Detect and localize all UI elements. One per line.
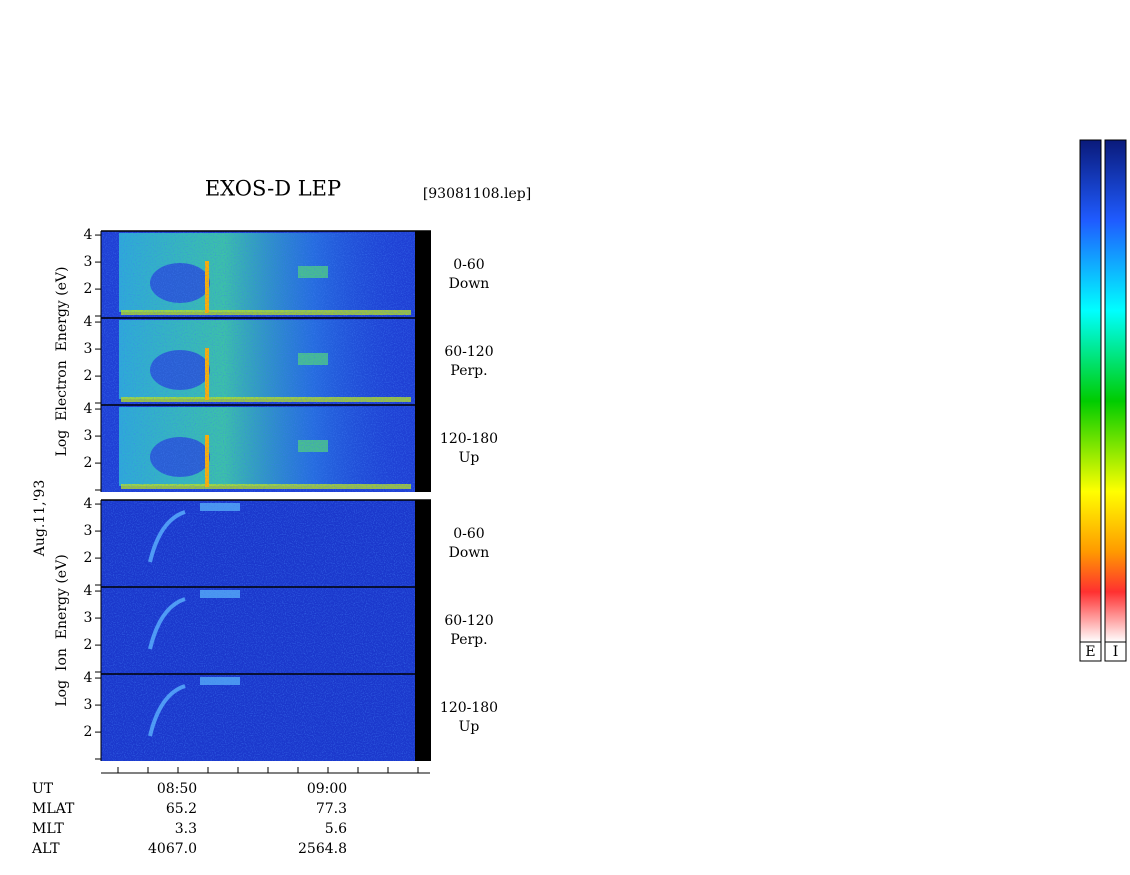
- file-label: [93081108.lep]: [423, 186, 531, 202]
- data-gap: [415, 231, 431, 318]
- y-tick-label: 2: [84, 637, 93, 653]
- spectrogram-noise: [101, 318, 415, 405]
- colorbar-box: [1079, 641, 1102, 662]
- panel-direction: Down: [449, 276, 490, 292]
- spectrogram-noise: [101, 500, 415, 587]
- panel-direction: Up: [459, 719, 480, 735]
- spectrogram-noise: [101, 674, 415, 761]
- orbit-value: 65.2: [166, 801, 197, 817]
- y-tick-label: 3: [84, 254, 93, 270]
- y-tick-label: 3: [84, 523, 93, 539]
- panel-range: 0-60: [453, 526, 484, 542]
- colorbar-box: [1104, 641, 1127, 662]
- panel-direction: Perp.: [450, 632, 487, 648]
- colorbar-label: I: [1113, 644, 1119, 660]
- panel-range: 0-60: [453, 257, 484, 273]
- y-tick-label: 2: [84, 368, 93, 384]
- y-tick-label: 4: [84, 670, 93, 686]
- y-tick-label: 3: [84, 697, 93, 713]
- spectrogram-noise: [101, 405, 415, 492]
- y-tick-label: 2: [84, 724, 93, 740]
- y-tick-label: 2: [84, 550, 93, 566]
- panel-range: 120-180: [440, 431, 498, 447]
- y-tick-label: 3: [84, 428, 93, 444]
- data-gap: [415, 318, 431, 405]
- y-tick-label: 3: [84, 610, 93, 626]
- panel-range: 60-120: [444, 613, 493, 629]
- orbit-value: 77.3: [316, 801, 347, 817]
- colorbar-label: E: [1085, 644, 1095, 660]
- panel-range: 60-120: [444, 344, 493, 360]
- y-tick-label: 2: [84, 281, 93, 297]
- data-gap: [415, 500, 431, 587]
- y-tick-label: 4: [84, 314, 93, 330]
- time-label: 09:00: [307, 781, 347, 797]
- row-label: MLT: [32, 821, 64, 837]
- orbit-value: 2564.8: [298, 841, 347, 857]
- orbit-value: 5.6: [325, 821, 347, 837]
- y-tick-label: 3: [84, 341, 93, 357]
- date-label: Aug.11,'93: [32, 480, 48, 557]
- y-tick-label: 4: [84, 496, 93, 512]
- y-axis-label: Log Ion Energy (eV): [54, 554, 70, 706]
- colorbar: [1104, 139, 1127, 643]
- spectrogram-noise: [101, 231, 415, 318]
- y-axis-label: Log Electron Energy (eV): [54, 267, 70, 457]
- data-gap: [415, 674, 431, 761]
- spectrogram-noise: [101, 587, 415, 674]
- y-tick-label: 4: [84, 583, 93, 599]
- orbit-value: 4067.0: [148, 841, 197, 857]
- panel-direction: Perp.: [450, 363, 487, 379]
- data-gap: [415, 587, 431, 674]
- panel-direction: Up: [459, 450, 480, 466]
- row-label: UT: [32, 781, 54, 797]
- y-tick-label: 4: [84, 227, 93, 243]
- time-label: 08:50: [157, 781, 197, 797]
- y-tick-label: 2: [84, 455, 93, 471]
- row-label: ALT: [31, 841, 60, 857]
- chart-title: EXOS-D LEP: [205, 177, 341, 201]
- y-tick-label: 4: [84, 401, 93, 417]
- time-axis: [101, 767, 430, 774]
- row-label: MLAT: [32, 801, 75, 817]
- colorbar: [1079, 139, 1102, 643]
- data-gap: [415, 405, 431, 492]
- panel-direction: Down: [449, 545, 490, 561]
- orbit-value: 3.3: [175, 821, 197, 837]
- panel-range: 120-180: [440, 700, 498, 716]
